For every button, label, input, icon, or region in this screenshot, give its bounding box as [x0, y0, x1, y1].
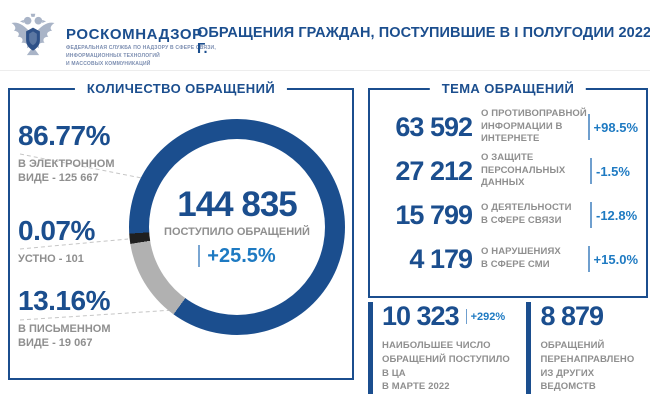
- total-appeals-label: ПОСТУПИЛО ОБРАЩЕНИЙ: [164, 226, 310, 238]
- page-title: ОБРАЩЕНИЯ ГРАЖДАН, ПОСТУПИВШИЕ В I ПОЛУГ…: [197, 25, 650, 57]
- bottom-stats: 10 323 +292% НАИБОЛЬШЕЕ ЧИСЛО ОБРАЩЕНИЙ …: [368, 302, 650, 395]
- header-divider: [0, 70, 650, 71]
- stat-electronic: 86.77% В ЭЛЕКТРОННОМ ВИДЕ - 125 667: [18, 122, 115, 186]
- topic-label: О ПРОТИВОПРАВНОЙ ИНФОРМАЦИИ В ИНТЕРНЕТЕ: [481, 107, 587, 145]
- stat-march-peak-change: +292%: [465, 309, 505, 324]
- quantity-panel: КОЛИЧЕСТВО ОБРАЩЕНИЙ 86.77% В ЭЛЕКТРОННО…: [8, 81, 354, 380]
- stat-redirected: 8 879 ОБРАЩЕНИЙ ПЕРЕНАПРАВЛЕНО ИЗ ДРУГИХ…: [526, 302, 650, 395]
- topic-change: +15.0%: [587, 246, 638, 272]
- total-appeals-value: 144 835: [177, 185, 298, 224]
- topic-row-personal-data: 27 212 О ЗАЩИТЕ ПЕРСОНАЛЬНЫХ ДАННЫХ -1.5…: [370, 149, 646, 193]
- topic-change: -1.5%: [590, 158, 638, 184]
- topic-row-illegal-info: 63 592 О ПРОТИВОПРАВНОЙ ИНФОРМАЦИИ В ИНТ…: [370, 105, 646, 149]
- stat-march-peak-value: 10 323: [382, 301, 460, 331]
- stat-redirected-value: 8 879: [540, 301, 604, 331]
- stat-oral-label: УСТНО - 101: [18, 253, 84, 265]
- topic-value: 15 799: [395, 199, 473, 230]
- stat-march-peak-head: 10 323 +292%: [382, 303, 519, 330]
- header: РОСКОМНАДЗОР ФЕДЕРАЛЬНАЯ СЛУЖБА ПО НАДЗО…: [10, 6, 650, 68]
- topic-row-communications: 15 799 О ДЕЯТЕЛЬНОСТИ В СФЕРЕ СВЯЗИ -12.…: [370, 193, 646, 237]
- org-subtitle: ФЕДЕРАЛЬНАЯ СЛУЖБА ПО НАДЗОРУ В СФЕРЕ СВ…: [66, 45, 216, 67]
- topic-label: О НАРУШЕНИЯХ В СФЕРЕ СМИ: [481, 246, 561, 270]
- topic-label: О ЗАЩИТЕ ПЕРСОНАЛЬНЫХ ДАННЫХ: [481, 151, 566, 189]
- stat-oral-percent: 0.07%: [18, 215, 95, 246]
- topics-panel-title: ТЕМА ОБРАЩЕНИЙ: [429, 81, 587, 96]
- topic-value: 4 179: [409, 243, 473, 274]
- topic-change: -12.8%: [590, 202, 638, 228]
- stat-redirected-label: ОБРАЩЕНИЙ ПЕРЕНАПРАВЛЕНО ИЗ ДРУГИХ ВЕДОМ…: [540, 340, 635, 393]
- donut-center: 144 835 ПОСТУПИЛО ОБРАЩЕНИЙ +25.5%: [149, 139, 325, 315]
- stat-oral: 0.07% УСТНО - 101: [18, 217, 95, 266]
- org-name: РОСКОМНАДЗОР: [66, 26, 203, 43]
- donut-chart: 144 835 ПОСТУПИЛО ОБРАЩЕНИЙ +25.5%: [129, 119, 345, 335]
- stat-written-percent: 13.16%: [18, 285, 110, 316]
- stat-electronic-label: В ЭЛЕКТРОННОМ ВИДЕ - 125 667: [18, 158, 115, 185]
- topic-row-media-violations: 4 179 О НАРУШЕНИЯХ В СФЕРЕ СМИ +15.0%: [370, 237, 646, 281]
- topics-panel: ТЕМА ОБРАЩЕНИЙ 63 592 О ПРОТИВОПРАВНОЙ И…: [368, 81, 648, 298]
- stat-written: 13.16% В ПИСЬМЕННОМ ВИДЕ - 19 067: [18, 287, 111, 351]
- stat-redirected-head: 8 879: [540, 303, 650, 330]
- total-appeals-change: +25.5%: [198, 245, 276, 267]
- stat-march-peak-label: НАИБОЛЬШЕЕ ЧИСЛО ОБРАЩЕНИЙ ПОСТУПИЛО В Ц…: [382, 340, 510, 393]
- stat-written-label: В ПИСЬМЕННОМ ВИДЕ - 19 067: [18, 323, 111, 350]
- topic-value: 27 212: [395, 155, 473, 186]
- topic-change: +98.5%: [587, 114, 638, 140]
- stat-march-peak: 10 323 +292% НАИБОЛЬШЕЕ ЧИСЛО ОБРАЩЕНИЙ …: [368, 302, 519, 395]
- topic-label: О ДЕЯТЕЛЬНОСТИ В СФЕРЕ СВЯЗИ: [481, 202, 572, 226]
- topic-value: 63 592: [395, 111, 473, 142]
- stat-electronic-percent: 86.77%: [18, 120, 110, 151]
- topic-rows: 63 592 О ПРОТИВОПРАВНОЙ ИНФОРМАЦИИ В ИНТ…: [370, 90, 646, 296]
- quantity-panel-title: КОЛИЧЕСТВО ОБРАЩЕНИЙ: [74, 81, 288, 96]
- roskomnadzor-emblem-icon: [11, 13, 55, 56]
